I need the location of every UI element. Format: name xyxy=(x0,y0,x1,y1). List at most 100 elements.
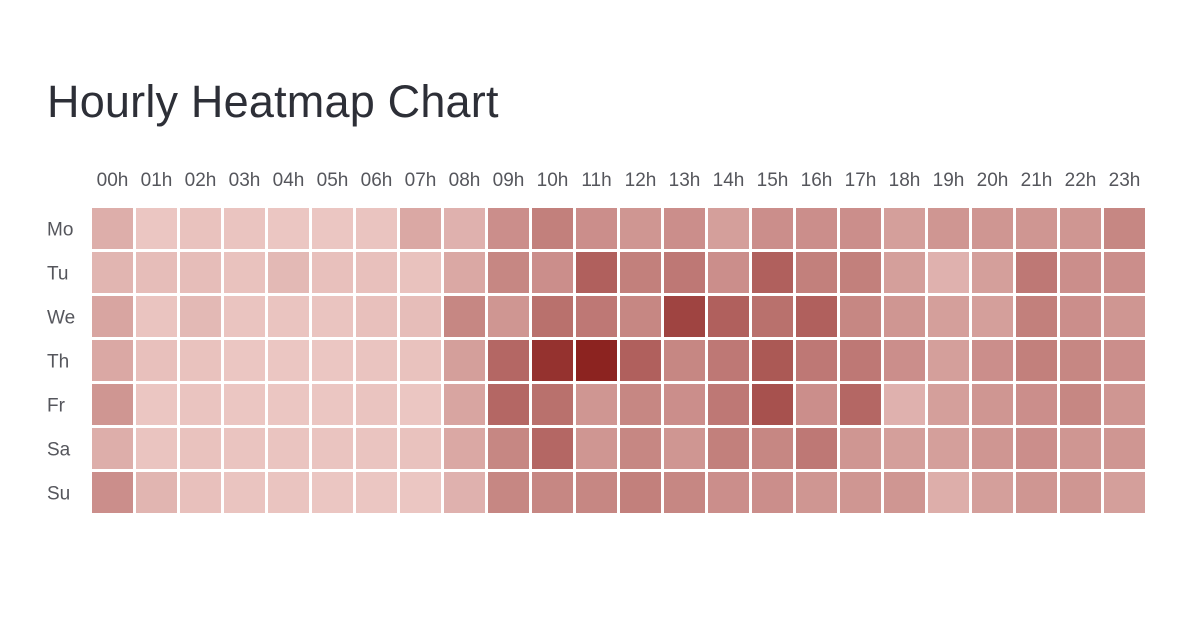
x-tick-label-12h: 12h xyxy=(625,170,657,191)
heatmap-cell-Tu-19h xyxy=(928,252,969,293)
y-axis-labels: Mo Tu We Th Fr Sa Su xyxy=(47,220,75,505)
heatmap-cell-Mo-02h xyxy=(180,208,221,249)
x-tick-label-10h: 10h xyxy=(537,170,569,191)
x-tick-label-02h: 02h xyxy=(185,170,217,191)
heatmap-cell-Su-15h xyxy=(752,472,793,513)
y-tick-label-Mo: Mo xyxy=(47,220,73,241)
heatmap-cell-We-23h xyxy=(1104,296,1145,337)
heatmap-cell-Fr-09h xyxy=(488,384,529,425)
heatmap-cell-Sa-20h xyxy=(972,428,1013,469)
heatmap-cell-Sa-23h xyxy=(1104,428,1145,469)
heatmap-cell-Th-20h xyxy=(972,340,1013,381)
heatmap-cell-Fr-13h xyxy=(664,384,705,425)
heatmap-cell-Fr-23h xyxy=(1104,384,1145,425)
heatmap-cell-Fr-07h xyxy=(400,384,441,425)
heatmap-cell-Mo-14h xyxy=(708,208,749,249)
heatmap-cell-Sa-17h xyxy=(840,428,881,469)
heatmap-cell-Tu-06h xyxy=(356,252,397,293)
heatmap-cell-Su-23h xyxy=(1104,472,1145,513)
heatmap-cell-Tu-15h xyxy=(752,252,793,293)
heatmap-cell-Tu-23h xyxy=(1104,252,1145,293)
x-tick-label-01h: 01h xyxy=(141,170,173,191)
heatmap-cell-We-04h xyxy=(268,296,309,337)
heatmap-cell-We-01h xyxy=(136,296,177,337)
heatmap-cell-Su-16h xyxy=(796,472,837,513)
heatmap-cell-Sa-00h xyxy=(92,428,133,469)
x-tick-label-23h: 23h xyxy=(1109,170,1141,191)
heatmap-cell-Tu-07h xyxy=(400,252,441,293)
heatmap-cell-We-08h xyxy=(444,296,485,337)
heatmap-cell-Sa-01h xyxy=(136,428,177,469)
heatmap-cell-Sa-13h xyxy=(664,428,705,469)
heatmap-cell-Th-21h xyxy=(1016,340,1057,381)
y-tick-label-We: We xyxy=(47,308,75,329)
heatmap-cell-We-12h xyxy=(620,296,661,337)
heatmap-cell-Mo-06h xyxy=(356,208,397,249)
heatmap-cell-Th-15h xyxy=(752,340,793,381)
heatmap-cell-Th-17h xyxy=(840,340,881,381)
heatmap-cell-Tu-14h xyxy=(708,252,749,293)
heatmap-cell-Su-10h xyxy=(532,472,573,513)
heatmap-cell-Fr-01h xyxy=(136,384,177,425)
heatmap-cell-We-09h xyxy=(488,296,529,337)
heatmap-cell-Sa-19h xyxy=(928,428,969,469)
heatmap-cell-Tu-12h xyxy=(620,252,661,293)
heatmap-cell-Su-19h xyxy=(928,472,969,513)
heatmap-cell-Fr-12h xyxy=(620,384,661,425)
x-tick-label-19h: 19h xyxy=(933,170,965,191)
heatmap-cell-Su-18h xyxy=(884,472,925,513)
heatmap-cell-Fr-02h xyxy=(180,384,221,425)
heatmap-cell-Th-12h xyxy=(620,340,661,381)
x-tick-label-06h: 06h xyxy=(361,170,393,191)
heatmap-cell-We-19h xyxy=(928,296,969,337)
heatmap-cell-We-22h xyxy=(1060,296,1101,337)
heatmap-cell-Su-11h xyxy=(576,472,617,513)
heatmap-cell-Sa-16h xyxy=(796,428,837,469)
heatmap-cell-We-10h xyxy=(532,296,573,337)
heatmap-cell-Th-09h xyxy=(488,340,529,381)
heatmap-cell-Sa-04h xyxy=(268,428,309,469)
heatmap-cell-Mo-07h xyxy=(400,208,441,249)
heatmap-cell-Mo-05h xyxy=(312,208,353,249)
y-tick-label-Sa: Sa xyxy=(47,440,71,461)
heatmap-cell-Mo-00h xyxy=(92,208,133,249)
heatmap-cell-We-16h xyxy=(796,296,837,337)
heatmap-cell-Mo-17h xyxy=(840,208,881,249)
x-tick-label-03h: 03h xyxy=(229,170,261,191)
heatmap-cell-Su-06h xyxy=(356,472,397,513)
heatmap-cell-Mo-10h xyxy=(532,208,573,249)
chart-title: Hourly Heatmap Chart xyxy=(47,76,499,127)
heatmap-cell-Su-20h xyxy=(972,472,1013,513)
x-tick-label-07h: 07h xyxy=(405,170,437,191)
heatmap-cell-Mo-12h xyxy=(620,208,661,249)
heatmap-cell-Sa-21h xyxy=(1016,428,1057,469)
heatmap-cell-Mo-18h xyxy=(884,208,925,249)
heatmap-cell-Tu-00h xyxy=(92,252,133,293)
heatmap-cell-Tu-16h xyxy=(796,252,837,293)
heatmap-cell-Tu-21h xyxy=(1016,252,1057,293)
x-tick-label-08h: 08h xyxy=(449,170,481,191)
heatmap-cell-Mo-16h xyxy=(796,208,837,249)
heatmap-cell-Fr-14h xyxy=(708,384,749,425)
heatmap-cell-Fr-00h xyxy=(92,384,133,425)
heatmap-cell-Fr-05h xyxy=(312,384,353,425)
heatmap-cell-Tu-05h xyxy=(312,252,353,293)
heatmap-cell-We-18h xyxy=(884,296,925,337)
heatmap-cell-Tu-10h xyxy=(532,252,573,293)
heatmap-cell-Th-02h xyxy=(180,340,221,381)
heatmap-cell-Th-08h xyxy=(444,340,485,381)
heatmap-cell-Fr-16h xyxy=(796,384,837,425)
heatmap-cell-Su-22h xyxy=(1060,472,1101,513)
heatmap-cell-Su-05h xyxy=(312,472,353,513)
heatmap-cell-We-03h xyxy=(224,296,265,337)
heatmap-cell-Fr-10h xyxy=(532,384,573,425)
heatmap-cell-Fr-03h xyxy=(224,384,265,425)
x-tick-label-20h: 20h xyxy=(977,170,1009,191)
heatmap-cell-Mo-09h xyxy=(488,208,529,249)
heatmap-cell-Su-02h xyxy=(180,472,221,513)
y-tick-label-Th: Th xyxy=(47,352,69,373)
heatmap-cell-Fr-11h xyxy=(576,384,617,425)
heatmap-cell-Fr-08h xyxy=(444,384,485,425)
y-tick-label-Fr: Fr xyxy=(47,396,66,417)
heatmap-cell-Tu-11h xyxy=(576,252,617,293)
